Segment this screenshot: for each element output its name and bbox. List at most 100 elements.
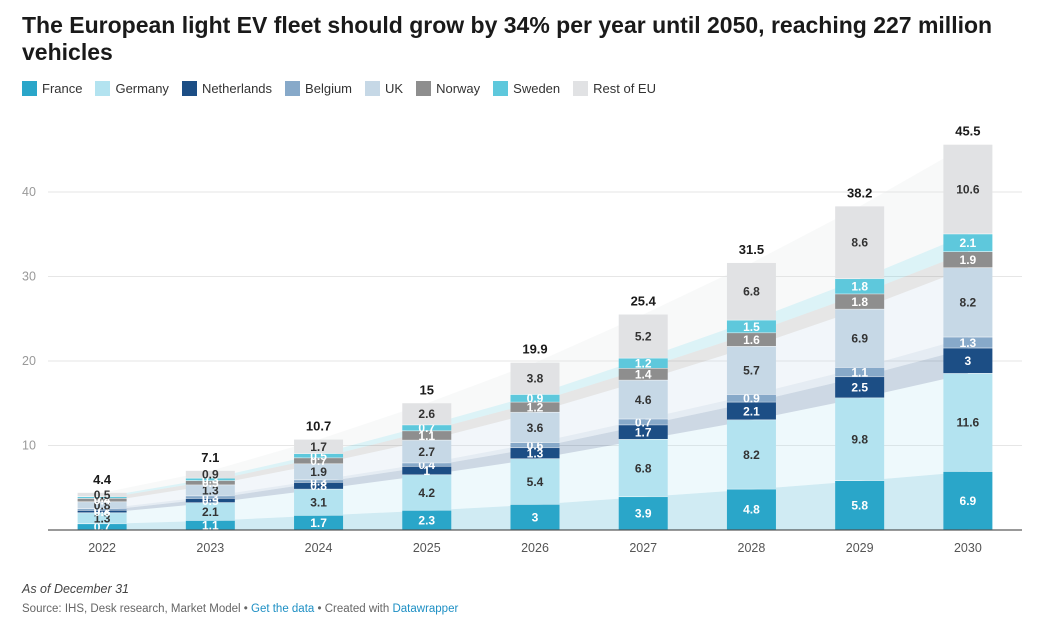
- bar-segment-sweden: [402, 425, 452, 431]
- segment-label: 2.3: [418, 513, 435, 527]
- footnote: As of December 31: [22, 582, 129, 596]
- segment-label: 1.8: [851, 295, 868, 309]
- bar-segment-netherlands: [185, 498, 235, 503]
- segment-label: 3.1: [310, 496, 327, 510]
- segment-label: 3: [532, 510, 539, 524]
- segment-label: 3.9: [635, 507, 652, 521]
- datawrapper-link[interactable]: Datawrapper: [392, 603, 459, 615]
- segment-label: 1.7: [310, 516, 327, 530]
- bar-segment-netherlands: [835, 377, 885, 398]
- segment-label: 0.9: [743, 392, 760, 406]
- segment-label: 0.3: [94, 505, 111, 519]
- get-data-link[interactable]: Get the data: [251, 603, 315, 615]
- legend-item-belgium: Belgium: [285, 81, 352, 96]
- bar-segment-france: [185, 520, 235, 530]
- legend-swatch: [573, 81, 589, 96]
- legend-label: Rest of EU: [593, 81, 656, 96]
- segment-label: 5.2: [635, 329, 652, 343]
- legend-swatch: [181, 81, 197, 96]
- bar-segment-uk: [726, 346, 776, 395]
- bar-segment-germany: [726, 420, 776, 489]
- source-middle: • Created with: [314, 603, 393, 615]
- segment-label: 1: [423, 464, 430, 478]
- segment-label: 1.3: [527, 447, 544, 461]
- segment-label: 3.6: [527, 421, 544, 435]
- segment-label: 1.7: [310, 440, 327, 454]
- segment-label: 0.4: [94, 493, 111, 507]
- segment-label: 5.8: [851, 498, 868, 512]
- segment-label: 0.9: [527, 392, 544, 406]
- bar-segment-france: [726, 489, 776, 530]
- bar-segment-norway: [402, 431, 452, 440]
- bar-segment-belgium: [402, 463, 452, 467]
- total-label: 7.1: [201, 450, 219, 465]
- bar-segment-belgium: [510, 442, 560, 448]
- legend: France Germany Netherlands Belgium UK Norway S…: [22, 81, 669, 96]
- legend-label: Netherlands: [201, 81, 273, 96]
- bar-segment-norway: [618, 368, 668, 380]
- bar-segment-netherlands: [77, 510, 127, 513]
- bar-segment-uk: [618, 380, 668, 419]
- bar-segment-france: [402, 510, 452, 530]
- x-tick-label: 2027: [629, 541, 657, 555]
- bar-segment-germany: [185, 502, 235, 521]
- bar-segment-germany: [943, 373, 993, 472]
- bar-segment-rest-of-eu: [77, 492, 127, 497]
- bar-segment-norway: [943, 251, 993, 268]
- bar-segment-sweden: [618, 358, 668, 369]
- segment-label: 10.6: [956, 182, 980, 196]
- segment-label: 0.8: [310, 479, 327, 493]
- total-label: 10.7: [306, 419, 331, 434]
- x-tick-label: 2022: [88, 541, 116, 555]
- source-text: Source: IHS, Desk research, Market Model…: [22, 603, 251, 615]
- segment-label: 5.4: [527, 475, 544, 489]
- segment-label: 8.2: [743, 448, 760, 462]
- bar-segment-rest-of-eu: [618, 314, 668, 358]
- bar-segment-belgium: [294, 480, 344, 483]
- bar-segment-netherlands: [618, 425, 668, 439]
- segment-label: 0.9: [202, 468, 219, 482]
- segment-label: 1.4: [635, 368, 652, 382]
- segment-label: 1.3: [960, 336, 977, 350]
- bar-segment-uk: [835, 309, 885, 368]
- bar-segment-sweden: [185, 478, 235, 481]
- bar-segment-rest-of-eu: [294, 439, 344, 454]
- bar-segment-uk: [294, 464, 344, 480]
- legend-item-germany: Germany: [95, 81, 169, 96]
- segment-label: 1.1: [851, 365, 868, 379]
- x-tick-label: 2023: [196, 541, 224, 555]
- legend-item-norway: Norway: [416, 81, 480, 96]
- bar-segment-uk: [943, 268, 993, 337]
- total-label: 15: [420, 382, 434, 397]
- bar-segment-belgium: [618, 419, 668, 425]
- y-tick-label: 30: [22, 270, 36, 284]
- bar-segment-germany: [294, 489, 344, 516]
- bar-segment-netherlands: [943, 348, 993, 374]
- bar-segment-norway: [185, 480, 235, 485]
- bar-segment-rest-of-eu: [402, 403, 452, 425]
- bar-segment-france: [618, 497, 668, 530]
- legend-label: Norway: [436, 81, 481, 96]
- bar-segment-uk: [185, 485, 235, 496]
- segment-label: 1.3: [94, 512, 111, 526]
- bar-segment-germany: [77, 513, 127, 524]
- bar-segment-belgium: [835, 367, 885, 377]
- bar-segment-norway: [835, 294, 885, 309]
- bar-segment-rest-of-eu: [726, 262, 776, 320]
- bar-segment-france: [835, 480, 885, 530]
- bar-segment-germany: [402, 475, 452, 510]
- total-label: 19.9: [522, 342, 547, 357]
- segment-label: 0.7: [310, 454, 327, 468]
- segment-label: 2.1: [960, 236, 977, 250]
- segment-label: 1.1: [202, 518, 219, 532]
- bar-segment-rest-of-eu: [185, 470, 235, 478]
- total-label: 45.5: [955, 124, 980, 139]
- segment-label: 2.6: [418, 407, 435, 421]
- x-tick-label: 2028: [738, 541, 766, 555]
- bar-segment-sweden: [510, 394, 560, 402]
- segment-label: 2.1: [743, 404, 760, 418]
- x-tick-label: 2024: [305, 541, 333, 555]
- x-tick-label: 2030: [954, 541, 982, 555]
- bar-segment-norway: [77, 498, 127, 502]
- segment-label: 3: [965, 354, 972, 368]
